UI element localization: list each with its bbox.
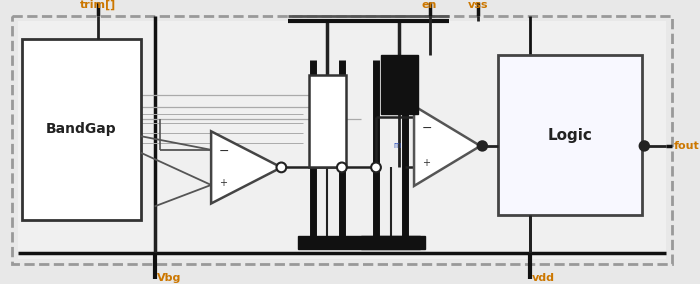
Polygon shape bbox=[211, 131, 281, 204]
Text: trim[]: trim[] bbox=[80, 0, 116, 10]
Circle shape bbox=[337, 162, 346, 172]
Text: Logic: Logic bbox=[547, 128, 593, 143]
Bar bbox=[298, 236, 425, 249]
Circle shape bbox=[276, 162, 286, 172]
Circle shape bbox=[371, 162, 381, 172]
Bar bbox=[498, 55, 643, 215]
Text: BandGap: BandGap bbox=[46, 122, 117, 136]
Text: Vbg: Vbg bbox=[157, 273, 181, 283]
Bar bbox=[18, 21, 666, 259]
Text: vss: vss bbox=[468, 0, 489, 10]
Text: fout: fout bbox=[673, 141, 699, 151]
Bar bbox=[22, 39, 141, 220]
Circle shape bbox=[639, 141, 649, 151]
Text: +: + bbox=[422, 158, 430, 168]
Bar bbox=[309, 75, 346, 167]
Text: en: en bbox=[422, 0, 438, 10]
Bar bbox=[381, 55, 418, 114]
Bar bbox=[12, 16, 671, 264]
Text: +: + bbox=[219, 178, 227, 188]
Text: −: − bbox=[219, 145, 230, 158]
Text: ITI: ITI bbox=[393, 143, 402, 149]
Polygon shape bbox=[414, 106, 480, 186]
Text: vdd: vdd bbox=[532, 273, 555, 283]
Bar bbox=[361, 236, 420, 249]
Text: −: − bbox=[422, 122, 433, 135]
Circle shape bbox=[477, 141, 487, 151]
